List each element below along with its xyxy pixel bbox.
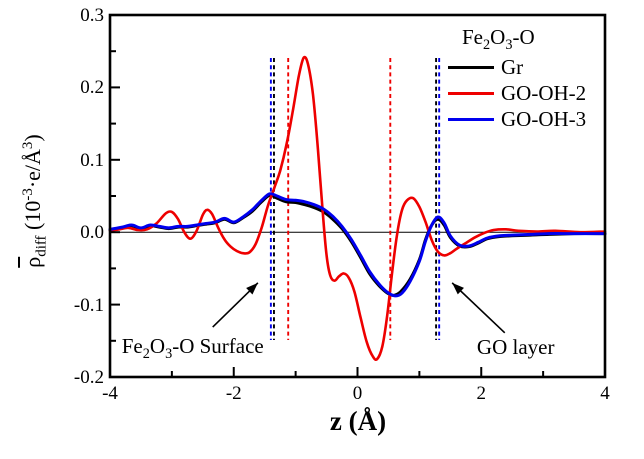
x-tick-label: 0 xyxy=(352,383,363,404)
annotation-arrow-head xyxy=(246,282,258,295)
y-tick-label: 0.3 xyxy=(80,5,104,26)
legend-line-gr xyxy=(448,65,494,69)
y-tick-label: -0.2 xyxy=(73,367,104,388)
x-tick-label: 2 xyxy=(476,383,487,404)
plot-frame xyxy=(108,13,607,379)
series-line-go-oh-3 xyxy=(108,192,607,298)
annotation-fe2o3-o-surface: Fe2O3-O Surface xyxy=(121,333,264,362)
y-axis-label: ρdiff (10-3·e/Å3) xyxy=(20,134,50,268)
annotation-arrow-line xyxy=(451,282,506,334)
series-line-gr xyxy=(108,193,607,297)
y-tick-label: 0.1 xyxy=(80,149,104,171)
rho-symbol: ρ xyxy=(20,256,46,268)
y-tick-label: -0.1 xyxy=(73,294,104,316)
x-tick-label: -2 xyxy=(225,383,242,404)
legend-line-go-oh-3 xyxy=(448,117,494,121)
y-tick-label: 0.0 xyxy=(80,222,104,244)
legend-item-go-oh-2: GO-OH-2 xyxy=(448,80,618,106)
legend-label-go-oh-3: GO-OH-3 xyxy=(501,107,587,131)
x-tick-label: -4 xyxy=(102,383,118,404)
legend: Fe2O3-O Gr GO-OH-2 GO-OH-3 xyxy=(448,24,618,132)
legend-line-go-oh-2 xyxy=(448,91,494,95)
legend-label-gr: Gr xyxy=(501,55,524,79)
x-axis-label: z (Å) xyxy=(329,406,387,436)
legend-label-go-oh-2: GO-OH-2 xyxy=(501,81,587,105)
legend-item-gr: Gr xyxy=(448,54,618,80)
legend-title: Fe2O3-O xyxy=(462,25,535,53)
legend-item-go-oh-3: GO-OH-3 xyxy=(448,106,618,132)
y-tick-label: 0.2 xyxy=(80,77,104,99)
annotation-arrow-head xyxy=(452,282,464,295)
annotation-go-layer: GO layer xyxy=(476,335,555,360)
x-tick-label: 4 xyxy=(600,383,610,404)
